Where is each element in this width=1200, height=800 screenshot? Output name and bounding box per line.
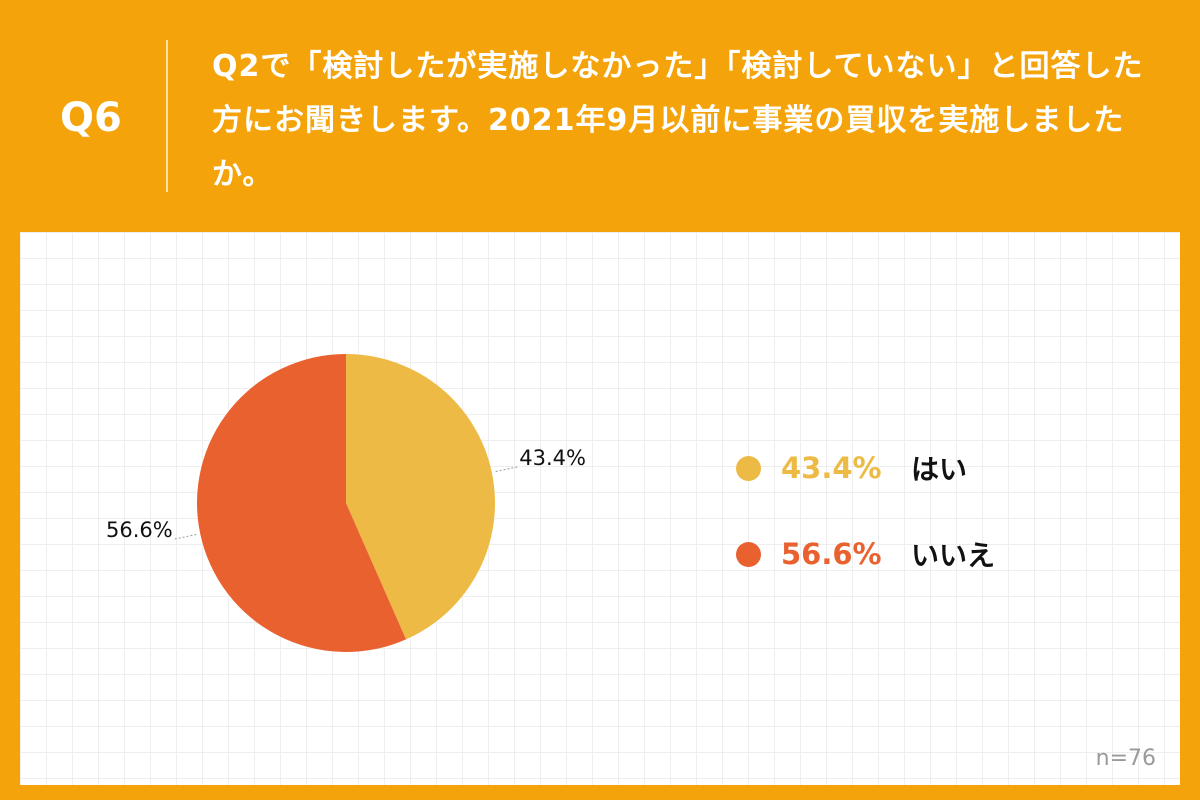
- pie-label-yes: 43.4%: [519, 446, 586, 470]
- legend: 43.4% はい 56.6% いいえ: [736, 446, 995, 618]
- question-number: Q6: [60, 95, 122, 141]
- sample-size-note: n=76: [1095, 746, 1156, 771]
- legend-percent-no: 56.6%: [781, 537, 882, 571]
- header-divider: [166, 40, 168, 192]
- legend-swatch-yes: [736, 455, 761, 481]
- header-banner: Q6 Q2で「検討したが実施しなかった」「検討していない」と回答した方にお聞きし…: [0, 0, 1200, 232]
- leader-line-yes: [495, 466, 518, 472]
- chart-panel: 43.4% 56.6% 43.4% はい 56.6% いいえ n=76: [20, 232, 1180, 785]
- legend-swatch-no: [736, 541, 761, 567]
- pie-chart: 43.4% 56.6%: [106, 353, 586, 652]
- legend-label-no: いいえ: [911, 539, 996, 572]
- legend-label-yes: はい: [911, 453, 968, 486]
- question-text: Q2で「検討したが実施しなかった」「検討していない」と回答した方にお聞きします。…: [212, 49, 1144, 192]
- pie-label-no: 56.6%: [106, 518, 173, 542]
- pie-slice-no: [196, 353, 407, 652]
- legend-item-yes: 43.4% はい: [736, 446, 995, 490]
- legend-item-no: 56.6% いいえ: [736, 532, 995, 576]
- pie-slice-yes: [346, 354, 495, 640]
- leader-line-no: [174, 534, 197, 540]
- legend-percent-yes: 43.4%: [781, 451, 882, 485]
